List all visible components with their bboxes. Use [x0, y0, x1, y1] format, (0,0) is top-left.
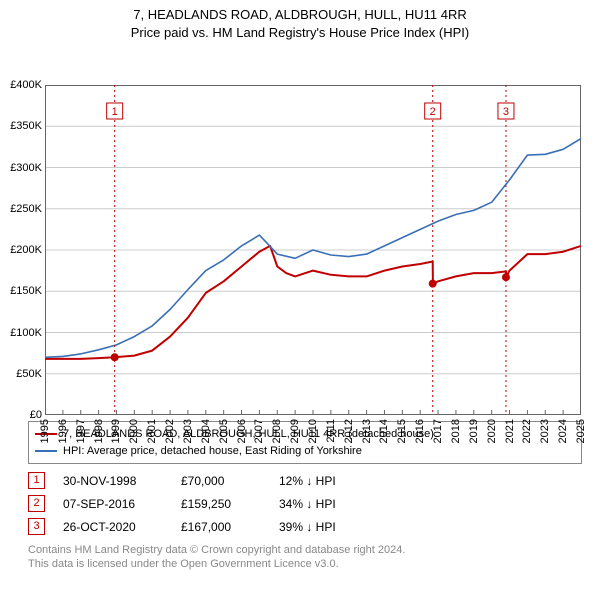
svg-text:2: 2	[430, 106, 436, 118]
x-tick-label: 2015	[396, 419, 408, 443]
y-tick-label: £300K	[0, 162, 42, 174]
sale-delta: 34% ↓ HPI	[279, 497, 336, 511]
x-tick-label: 1995	[39, 419, 51, 443]
title-line-2: Price paid vs. HM Land Registry's House …	[0, 24, 600, 42]
y-tick-label: £0	[0, 409, 42, 421]
sale-price: £167,000	[181, 520, 261, 534]
x-tick-label: 1996	[57, 419, 69, 443]
chart-svg: 1 2 3	[45, 85, 581, 415]
sale-marker: 3	[28, 518, 45, 535]
sale-price: £159,250	[181, 497, 261, 511]
x-tick-label: 2002	[164, 419, 176, 443]
x-tick-label: 2005	[218, 419, 230, 443]
svg-text:1: 1	[112, 106, 118, 118]
x-tick-label: 1997	[75, 419, 87, 443]
x-tick-label: 2017	[432, 419, 444, 443]
y-tick-label: £200K	[0, 244, 42, 256]
x-tick-label: 2019	[468, 419, 480, 443]
svg-text:3: 3	[503, 106, 509, 118]
x-tick-label: 2011	[325, 419, 337, 443]
x-tick-label: 1998	[93, 419, 105, 443]
x-tick-label: 2022	[521, 419, 533, 443]
footnote: Contains HM Land Registry data © Crown c…	[28, 543, 582, 572]
y-tick-label: £150K	[0, 285, 42, 297]
sale-delta: 12% ↓ HPI	[279, 474, 336, 488]
title-line-1: 7, HEADLANDS ROAD, ALDBROUGH, HULL, HU11…	[0, 6, 600, 24]
x-tick-label: 1999	[110, 419, 122, 443]
x-tick-label: 2003	[182, 419, 194, 443]
x-tick-label: 2013	[361, 419, 373, 443]
y-tick-label: £250K	[0, 203, 42, 215]
sale-row: 3 26-OCT-2020 £167,000 39% ↓ HPI	[28, 518, 582, 535]
x-tick-label: 2006	[236, 419, 248, 443]
footnote-line-2: This data is licensed under the Open Gov…	[28, 557, 582, 571]
x-tick-label: 2009	[289, 419, 301, 443]
chart: £0 £50K £100K £150K £200K £250K £300K £350K £400…	[0, 41, 600, 421]
x-tick-label: 2000	[128, 419, 140, 443]
y-tick-label: £400K	[0, 79, 42, 91]
x-tick-label: 2024	[557, 419, 569, 443]
sale-row: 2 07-SEP-2016 £159,250 34% ↓ HPI	[28, 495, 582, 512]
y-tick-label: £350K	[0, 120, 42, 132]
sales-list: 1 30-NOV-1998 £70,000 12% ↓ HPI 2 07-SEP-2016…	[28, 472, 582, 535]
x-tick-label: 2004	[200, 419, 212, 443]
x-tick-label: 2014	[378, 419, 390, 443]
x-tick-label: 2008	[271, 419, 283, 443]
sale-date: 30-NOV-1998	[63, 474, 163, 488]
x-tick-label: 2018	[450, 419, 462, 443]
x-tick-label: 2016	[414, 419, 426, 443]
footnote-line-1: Contains HM Land Registry data © Crown c…	[28, 543, 582, 557]
sale-marker: 1	[28, 472, 45, 489]
x-tick-label: 2010	[307, 419, 319, 443]
legend-item: HPI: Average price, detached house, East…	[35, 443, 575, 460]
sale-date: 07-SEP-2016	[63, 497, 163, 511]
sale-marker: 2	[28, 495, 45, 512]
sale-delta: 39% ↓ HPI	[279, 520, 336, 534]
x-tick-label: 2025	[575, 419, 587, 443]
y-tick-label: £50K	[0, 368, 42, 380]
x-tick-label: 2023	[539, 419, 551, 443]
sale-price: £70,000	[181, 474, 261, 488]
y-tick-label: £100K	[0, 327, 42, 339]
x-tick-label: 2020	[486, 419, 498, 443]
x-tick-label: 2001	[146, 419, 158, 443]
legend-label: HPI: Average price, detached house, East…	[63, 443, 362, 460]
sale-row: 1 30-NOV-1998 £70,000 12% ↓ HPI	[28, 472, 582, 489]
x-tick-label: 2012	[343, 419, 355, 443]
legend-swatch	[35, 450, 57, 452]
x-tick-label: 2007	[253, 419, 265, 443]
sale-date: 26-OCT-2020	[63, 520, 163, 534]
x-tick-label: 2021	[504, 419, 516, 443]
